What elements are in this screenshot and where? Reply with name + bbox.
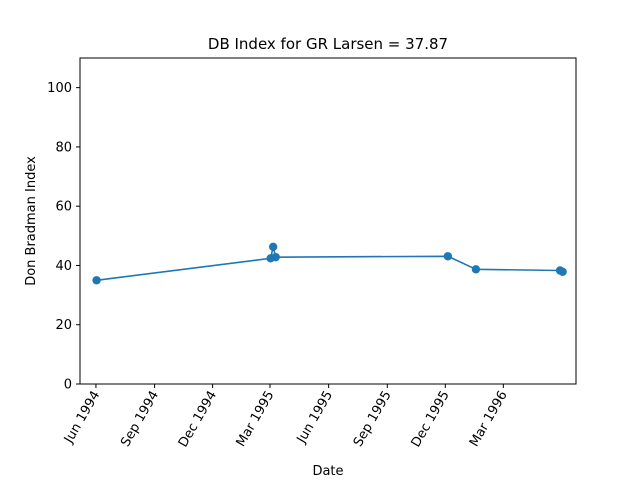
x-tick-label: Mar 1996 bbox=[467, 389, 511, 450]
y-tick-label: 0 bbox=[64, 378, 72, 393]
x-tick-label: Mar 1995 bbox=[234, 389, 278, 450]
y-tick-label: 80 bbox=[55, 140, 72, 155]
x-tick-label: Dec 1994 bbox=[176, 389, 220, 451]
plot-area bbox=[92, 242, 567, 285]
data-point bbox=[92, 276, 101, 285]
data-point bbox=[268, 242, 278, 251]
x-tick-label: Sep 1995 bbox=[351, 389, 395, 450]
y-axis-label: Don Bradman Index bbox=[24, 156, 39, 286]
chart-title: DB Index for GR Larsen = 37.87 bbox=[208, 35, 448, 53]
data-point bbox=[443, 252, 453, 261]
y-tick-label: 20 bbox=[55, 318, 72, 333]
x-tick-label: Sep 1994 bbox=[118, 389, 162, 450]
data-point bbox=[558, 267, 567, 276]
y-tick-label: 60 bbox=[55, 200, 72, 215]
axes-frame bbox=[79, 57, 577, 385]
x-tick-label: Jun 1994 bbox=[61, 389, 103, 447]
data-point bbox=[471, 265, 481, 274]
x-tick-label: Dec 1995 bbox=[409, 389, 453, 451]
y-tick-label: 100 bbox=[47, 81, 72, 96]
y-axis: 0 20 40 60 80 100 bbox=[47, 81, 80, 393]
x-axis: Jun 1994 Sep 1994 Dec 1994 Mar 1995 Jun 1995… bbox=[61, 384, 511, 450]
x-axis-label: Date bbox=[312, 464, 343, 479]
data-point bbox=[271, 252, 280, 262]
series-line bbox=[96, 245, 563, 282]
x-tick-label: Jun 1995 bbox=[294, 389, 336, 447]
y-tick-label: 40 bbox=[55, 259, 72, 274]
